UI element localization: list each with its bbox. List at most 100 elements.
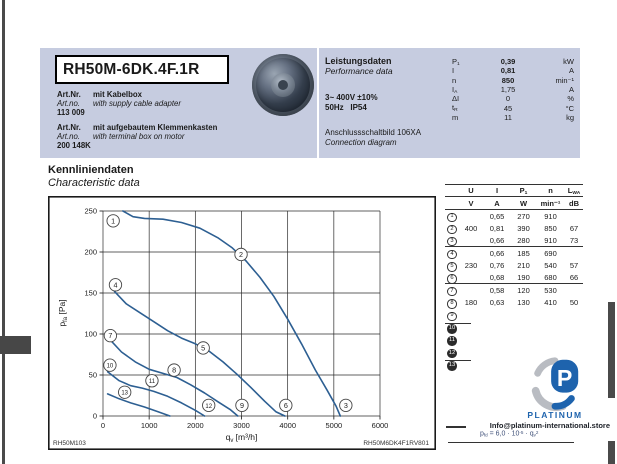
curve-label-circle bbox=[202, 398, 216, 412]
column-header: I bbox=[495, 186, 499, 195]
y-tick-label: 0 bbox=[93, 412, 97, 421]
column-unit: dB bbox=[569, 198, 579, 208]
product-title: RH50M-6DK.4F.1R bbox=[63, 60, 200, 78]
curve-label-number: 3 bbox=[344, 401, 348, 410]
table-cell: 0,81 bbox=[489, 224, 505, 234]
performance-param-row: m 11 kg bbox=[452, 113, 574, 122]
page-edge-line bbox=[2, 0, 5, 464]
curve-label-circle bbox=[167, 363, 181, 377]
curve-label-number: 8 bbox=[172, 366, 176, 375]
table-row: 4 0,66 185 690 bbox=[445, 247, 583, 260]
connection-diagram-de: Anschlussschaltbild 106XA bbox=[325, 128, 422, 137]
curve-label-number: 4 bbox=[113, 280, 117, 289]
y-axis-label: pfa [Pa] bbox=[57, 299, 69, 326]
param-value: 0,81 bbox=[500, 66, 516, 76]
row-number-badge: 12 bbox=[447, 348, 457, 359]
scrollbar-segment-bottom bbox=[608, 441, 615, 464]
voltage-spec: 3~ 400V ±10% bbox=[325, 93, 378, 102]
x-tick-label: 2000 bbox=[187, 421, 204, 430]
row-number-cell: 7 bbox=[445, 285, 459, 297]
row-number-cell: 4 bbox=[445, 248, 459, 260]
curve-7-8-9 bbox=[107, 337, 239, 417]
param-symbol: tR bbox=[452, 103, 458, 114]
art-text-en: with supply cable adapter bbox=[93, 99, 181, 109]
table-cell: 0,58 bbox=[489, 286, 505, 296]
curve-label-number: 1 bbox=[111, 216, 115, 225]
art-line-en: Art.no. with terminal box on motor bbox=[57, 132, 217, 141]
table-cell: 0,63 bbox=[489, 298, 505, 308]
chart-code-left: RH50M103 bbox=[53, 440, 86, 447]
curve-label-number: 10 bbox=[107, 364, 114, 370]
fan-hub-center bbox=[278, 80, 288, 90]
curve-label-number: 11 bbox=[149, 379, 156, 385]
table-cell: 120 bbox=[517, 286, 530, 296]
param-symbol: n bbox=[452, 75, 457, 85]
y-tick-label: 200 bbox=[84, 248, 97, 257]
table-row: 3 0,66 280 910 73 bbox=[445, 235, 583, 248]
curve-label-circle bbox=[106, 214, 120, 228]
curve-label-circle bbox=[279, 398, 293, 412]
table-cell: 910 bbox=[544, 236, 557, 246]
art-text-en: with terminal box on motor bbox=[93, 131, 185, 141]
table-row: 8 180 0,63 130 410 50 bbox=[445, 297, 583, 309]
art-number: 113 009 bbox=[57, 108, 85, 118]
table-cell: 230 bbox=[464, 261, 478, 271]
table-cell: 50 bbox=[569, 298, 579, 308]
table-cell: 73 bbox=[569, 236, 579, 246]
article-number-item: Art.Nr. mit aufgebautem Klemmenkasten Art.… bbox=[57, 123, 217, 151]
art-label-de: Art.Nr. bbox=[57, 122, 81, 132]
y-tick-label: 250 bbox=[84, 207, 97, 216]
scrollbar-segment-top bbox=[608, 302, 615, 398]
formula-underline bbox=[448, 442, 574, 443]
row-number-cell: 3 bbox=[445, 235, 459, 247]
row-number-badge: 6 bbox=[447, 274, 457, 284]
column-header: n bbox=[548, 186, 553, 195]
table-row: 12 bbox=[445, 346, 583, 359]
curve-label-number: 13 bbox=[121, 391, 128, 397]
table-cell: 0,68 bbox=[489, 273, 505, 283]
table-cell: 130 bbox=[517, 298, 530, 308]
curve-label-circle bbox=[108, 278, 123, 292]
table-row: 9 bbox=[445, 309, 583, 322]
row-number-cell: 5 bbox=[445, 260, 459, 272]
curve-label-circle bbox=[145, 374, 159, 388]
curve-label-circle bbox=[103, 358, 117, 372]
curve-label-number: 6 bbox=[284, 401, 288, 410]
article-numbers: Art.Nr. mit Kabelbox Art.no. with supply ca… bbox=[57, 90, 217, 155]
curve-13 bbox=[106, 393, 171, 417]
fan-product-photo bbox=[252, 54, 314, 116]
chart-code-right: RH50M6DK4F1RV801 bbox=[363, 440, 429, 447]
art-label-de: Art.Nr. bbox=[57, 90, 81, 99]
curve-10-11-12 bbox=[106, 370, 206, 417]
section-title-de: Kennliniendaten bbox=[48, 164, 134, 176]
row-number-badge: 3 bbox=[447, 236, 457, 247]
table-cell: 0,66 bbox=[489, 248, 505, 258]
svg-text:P: P bbox=[557, 365, 572, 391]
art-line-de: Art.Nr. mit aufgebautem Klemmenkasten bbox=[57, 123, 217, 132]
param-symbol: ΔI bbox=[452, 94, 460, 104]
table-cell: 680 bbox=[544, 273, 557, 283]
performance-param-row: I 0,81 A bbox=[452, 66, 574, 75]
performance-chart: 0 1000 2000 3000 4000 5000 6000 0 50 100 150 200 250… bbox=[48, 196, 436, 450]
row-number-badge: 13 bbox=[447, 361, 457, 371]
product-title-box: RH50M-6DK.4F.1R bbox=[55, 55, 229, 84]
article-number-item: Art.Nr. mit Kabelbox Art.no. with supply ca… bbox=[57, 90, 217, 118]
table-cell: 690 bbox=[544, 248, 557, 258]
curve-label-number: 2 bbox=[239, 250, 243, 259]
chart-canvas: 0 1000 2000 3000 4000 5000 6000 0 50 100 150 200 250… bbox=[48, 196, 436, 450]
param-value: 45 bbox=[503, 103, 513, 113]
art-text-de: mit Kabelbox bbox=[93, 90, 142, 99]
performance-param-row: n 850 min⁻¹ bbox=[452, 76, 574, 85]
table-cell: 400 bbox=[464, 224, 478, 234]
row-number-badge: 2 bbox=[447, 224, 457, 235]
param-unit: kg bbox=[566, 112, 574, 122]
param-unit: % bbox=[567, 94, 574, 104]
table-cell: 190 bbox=[517, 273, 530, 283]
param-symbol: P1 bbox=[452, 57, 460, 67]
table-cell: 910 bbox=[544, 211, 557, 221]
row-number-badge: 4 bbox=[447, 249, 457, 260]
table-cell: 0,66 bbox=[489, 236, 505, 246]
column-unit: W bbox=[519, 198, 528, 208]
curve-label-number: 7 bbox=[108, 331, 112, 340]
